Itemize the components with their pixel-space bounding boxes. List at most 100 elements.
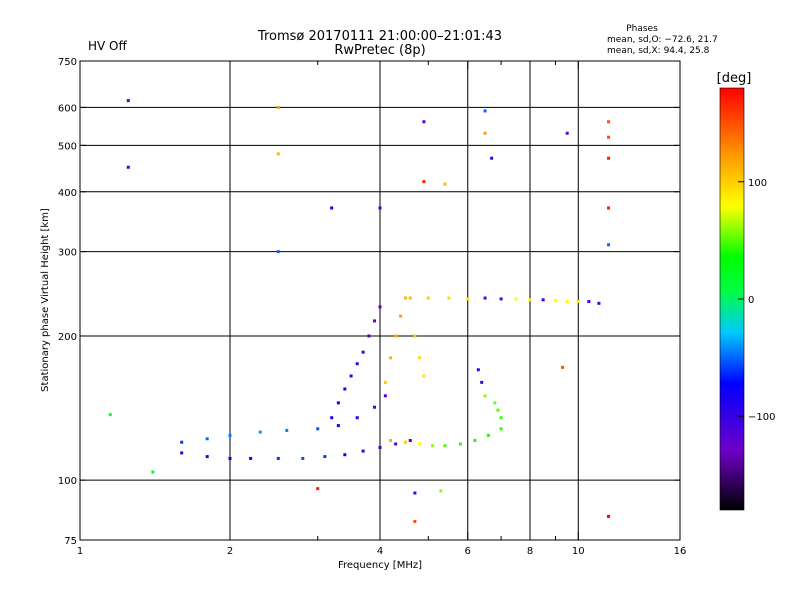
- data-point: [476, 368, 480, 372]
- data-point: [483, 394, 487, 398]
- y-tick-label: 400: [58, 188, 77, 199]
- data-point: [408, 296, 412, 300]
- y-tick-label: 300: [58, 248, 77, 259]
- data-point: [576, 300, 580, 304]
- data-point: [330, 416, 334, 420]
- data-point: [483, 131, 487, 135]
- colorbar-label: [deg]: [717, 71, 752, 86]
- data-point: [422, 120, 426, 124]
- data-point: [205, 437, 209, 441]
- data-point: [301, 456, 305, 460]
- data-point: [276, 105, 280, 109]
- data-point: [528, 298, 532, 302]
- x-axis-ticks: 1 2 4 6 8 10 16: [77, 61, 687, 557]
- data-point: [389, 356, 393, 360]
- colorbar-tick-label: −100: [748, 412, 775, 423]
- data-point: [607, 514, 611, 518]
- data-point: [483, 109, 487, 113]
- data-point: [473, 439, 477, 443]
- data-point: [126, 165, 130, 169]
- scatter-points: [108, 99, 611, 523]
- data-point: [607, 206, 611, 210]
- data-point: [180, 451, 184, 455]
- data-point: [458, 442, 462, 446]
- data-point: [426, 296, 430, 300]
- data-point: [205, 455, 209, 459]
- y-tick-label: 600: [58, 103, 77, 114]
- data-point: [422, 374, 426, 378]
- y-tick-label: 500: [58, 141, 77, 152]
- y-axis-label: Stationary phase Virtual Height [km]: [40, 208, 51, 392]
- data-point: [394, 334, 398, 338]
- data-point: [480, 380, 484, 384]
- data-point: [607, 243, 611, 247]
- data-point: [180, 440, 184, 444]
- data-point: [413, 519, 417, 523]
- data-point: [553, 299, 557, 303]
- data-point: [316, 427, 320, 431]
- data-point: [383, 394, 387, 398]
- data-point: [349, 374, 353, 378]
- x-tick-label: 6: [465, 546, 471, 557]
- data-point: [607, 120, 611, 124]
- hv-status-label: HV Off: [88, 39, 127, 53]
- data-point: [597, 301, 601, 305]
- data-point: [361, 350, 365, 354]
- data-point: [408, 439, 412, 443]
- x-tick-label: 1: [77, 546, 83, 557]
- data-point: [394, 442, 398, 446]
- data-point: [413, 491, 417, 495]
- data-point: [336, 424, 340, 428]
- data-point: [499, 297, 503, 301]
- x-tick-label: 10: [572, 546, 585, 557]
- data-point: [151, 470, 155, 474]
- data-point: [561, 365, 565, 369]
- data-point: [343, 387, 347, 391]
- data-point: [499, 416, 503, 420]
- x-tick-label: 16: [674, 546, 687, 557]
- data-point: [499, 427, 503, 431]
- data-point: [336, 401, 340, 405]
- data-point: [422, 180, 426, 184]
- data-point: [399, 314, 403, 318]
- phases-stats-title: Phases: [626, 24, 658, 34]
- data-point: [276, 152, 280, 156]
- phases-stats-x: mean, sd,X: 94.4, 25.8: [607, 46, 710, 56]
- data-point: [443, 444, 447, 448]
- data-point: [276, 250, 280, 254]
- x-axis-label: Frequency [MHz]: [338, 560, 422, 571]
- data-point: [373, 319, 377, 323]
- data-point: [378, 305, 382, 309]
- data-point: [447, 296, 451, 300]
- data-point: [361, 449, 365, 453]
- data-point: [490, 156, 494, 160]
- y-tick-label: 100: [58, 476, 77, 487]
- data-point: [323, 455, 327, 459]
- data-point: [378, 206, 382, 210]
- data-point: [367, 334, 371, 338]
- phases-stats-o: mean, sd,O: −72.6, 21.7: [607, 35, 718, 45]
- data-point: [403, 440, 407, 444]
- data-point: [389, 439, 393, 443]
- x-tick-label: 4: [377, 546, 383, 557]
- data-point: [565, 300, 569, 304]
- data-point: [258, 430, 262, 434]
- data-point: [373, 405, 377, 409]
- data-point: [587, 300, 591, 304]
- data-point: [355, 416, 359, 420]
- x-tick-label: 2: [227, 546, 233, 557]
- data-point: [316, 487, 320, 491]
- data-point: [514, 297, 518, 301]
- data-point: [607, 156, 611, 160]
- y-tick-label: 200: [58, 332, 77, 343]
- colorbar-tick-label: 100: [748, 178, 767, 189]
- data-point: [496, 408, 500, 412]
- data-point: [355, 362, 359, 366]
- data-point: [417, 356, 421, 360]
- data-point: [403, 296, 407, 300]
- x-tick-label: 8: [527, 546, 533, 557]
- chart-title-line2: RwPretec (8p): [334, 43, 425, 58]
- x-gridlines: [229, 61, 579, 540]
- data-point: [565, 131, 569, 135]
- data-point: [439, 489, 443, 493]
